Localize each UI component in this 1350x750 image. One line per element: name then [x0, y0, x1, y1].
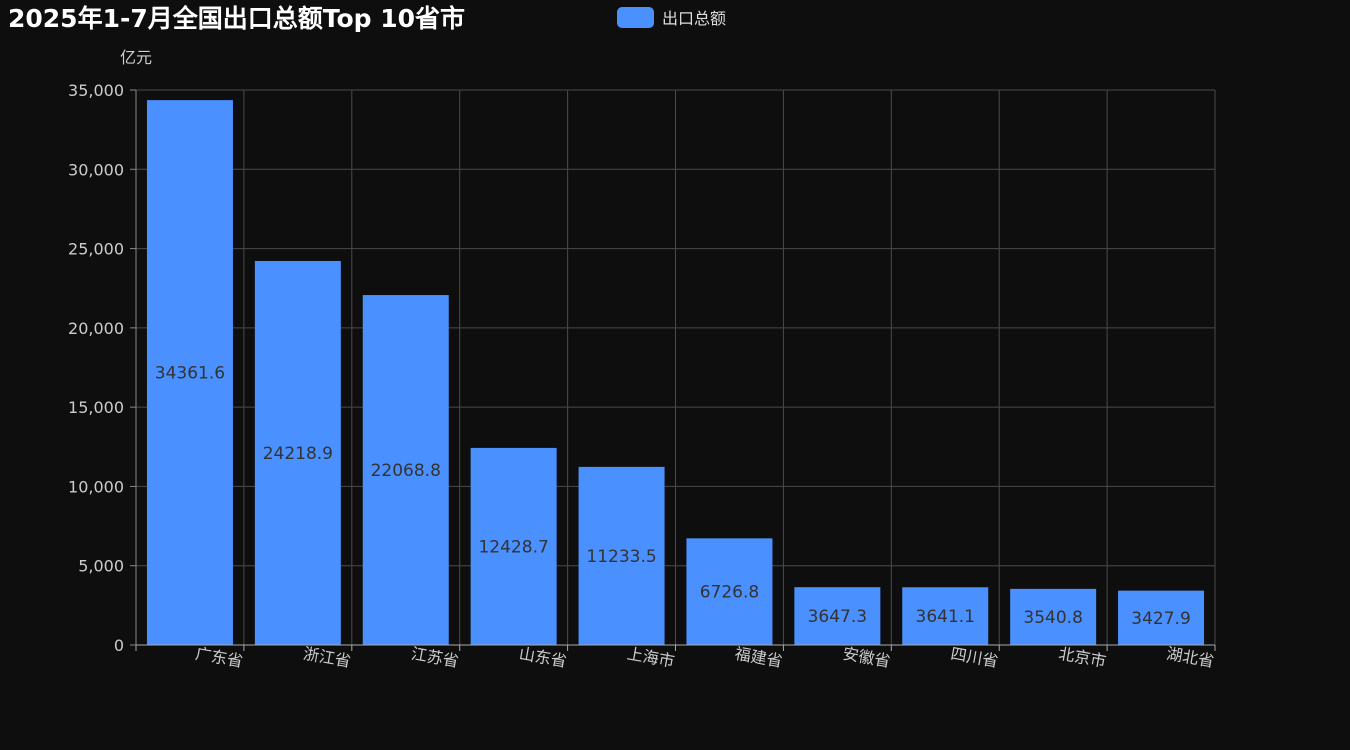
- x-category-label: 浙江省: [302, 644, 353, 671]
- x-category-label: 广东省: [194, 644, 245, 671]
- y-tick-label: 15,000: [68, 398, 124, 417]
- x-category-label: 福建省: [733, 644, 784, 671]
- bar-value-label: 3540.8: [1023, 608, 1082, 628]
- bar-value-label: 24218.9: [263, 444, 333, 464]
- y-tick-label: 10,000: [68, 477, 124, 496]
- x-category-label: 江苏省: [410, 644, 461, 671]
- bar-value-label: 3647.3: [808, 607, 867, 627]
- bar: [1118, 590, 1205, 645]
- chart-title: 2025年1-7月全国出口总额Top 10省市: [8, 4, 466, 33]
- y-tick-label: 35,000: [68, 81, 124, 100]
- bar-value-label: 12428.7: [478, 537, 548, 557]
- bar: [686, 538, 773, 645]
- bar: [362, 295, 449, 645]
- bar-value-label: 34361.6: [155, 364, 225, 384]
- y-tick-label: 25,000: [68, 240, 124, 259]
- bar: [578, 466, 665, 645]
- legend-label[interactable]: 出口总额: [662, 9, 727, 28]
- x-category-label: 上海市: [626, 644, 677, 671]
- bar: [146, 100, 233, 646]
- y-tick-label: 30,000: [68, 160, 124, 179]
- bar: [902, 587, 989, 645]
- bar-value-label: 11233.5: [586, 547, 656, 567]
- y-axis-name: 亿元: [120, 48, 152, 67]
- bar-value-label: 22068.8: [371, 461, 441, 481]
- legend[interactable]: 出口总额: [617, 6, 726, 28]
- bar-value-label: 3641.1: [916, 607, 975, 627]
- x-category-label: 北京市: [1057, 644, 1108, 671]
- bar: [1010, 588, 1097, 645]
- bar: [254, 260, 341, 645]
- x-category-label: 安徽省: [841, 644, 892, 671]
- legend-swatch[interactable]: [617, 6, 654, 28]
- bar-value-label: 3427.9: [1131, 609, 1190, 629]
- bar-value-label: 6726.8: [700, 583, 759, 603]
- y-tick-label: 20,000: [68, 319, 124, 338]
- y-tick-label: 0: [114, 636, 124, 655]
- bar: [794, 587, 881, 645]
- x-category-label: 四川省: [949, 644, 1000, 671]
- x-category-label: 湖北省: [1165, 644, 1216, 671]
- x-category-label: 山东省: [518, 644, 569, 671]
- bar: [470, 447, 557, 645]
- y-tick-label: 5,000: [78, 557, 124, 576]
